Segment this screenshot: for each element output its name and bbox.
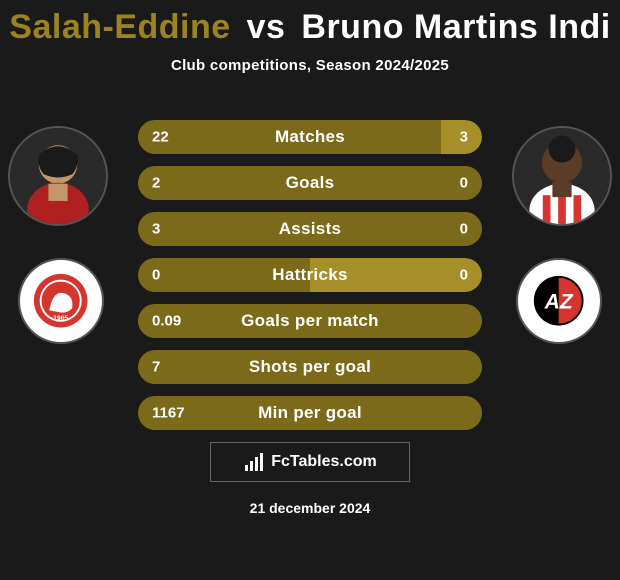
footer-date: 21 december 2024 (0, 500, 620, 516)
stat-row: 1167Min per goal (138, 396, 482, 430)
player2-avatar (512, 126, 612, 226)
player1-club-badge: 1965 (18, 258, 104, 344)
svg-text:1965: 1965 (54, 315, 69, 322)
stat-value-left: 2 (152, 175, 160, 192)
stat-value-right: 3 (460, 129, 468, 146)
stats-panel: 223Matches20Goals30Assists00Hattricks0.0… (138, 120, 482, 442)
svg-text:AZ: AZ (544, 291, 574, 314)
stat-bar-left (138, 258, 310, 292)
stat-bar-left (138, 120, 441, 154)
stat-bar-left (138, 166, 482, 200)
stat-value-left: 0 (152, 267, 160, 284)
brand-text: FcTables.com (271, 453, 377, 471)
player1-name: Salah-Eddine (9, 8, 230, 46)
stat-row: 7Shots per goal (138, 350, 482, 384)
chart-icon (243, 451, 265, 473)
player1-avatar (8, 126, 108, 226)
stat-bar-left (138, 304, 482, 338)
stat-row: 20Goals (138, 166, 482, 200)
stat-value-right: 0 (460, 221, 468, 238)
stat-bar-left (138, 396, 482, 430)
brand-logo: FcTables.com (210, 442, 410, 482)
stat-row: 00Hattricks (138, 258, 482, 292)
stat-row: 0.09Goals per match (138, 304, 482, 338)
stat-bar-left (138, 212, 482, 246)
stat-bar-left (138, 350, 482, 384)
stat-value-left: 7 (152, 359, 160, 376)
stat-value-left: 1167 (152, 405, 185, 422)
subtitle: Club competitions, Season 2024/2025 (0, 57, 620, 74)
stat-row: 30Assists (138, 212, 482, 246)
stat-value-right: 0 (460, 175, 468, 192)
stat-value-right: 0 (460, 267, 468, 284)
player2-club-badge: AZ (516, 258, 602, 344)
vs-text: vs (247, 8, 286, 46)
stat-value-left: 22 (152, 129, 169, 146)
stat-row: 223Matches (138, 120, 482, 154)
stat-value-left: 3 (152, 221, 160, 238)
stat-value-left: 0.09 (152, 313, 181, 330)
player2-name: Bruno Martins Indi (301, 8, 610, 46)
comparison-title: Salah-Eddine vs Bruno Martins Indi (0, 0, 620, 47)
